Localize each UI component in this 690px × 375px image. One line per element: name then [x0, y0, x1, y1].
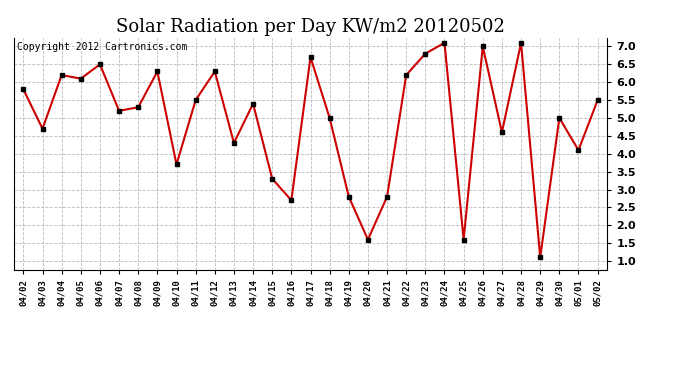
Title: Solar Radiation per Day KW/m2 20120502: Solar Radiation per Day KW/m2 20120502 — [116, 18, 505, 36]
Text: Copyright 2012 Cartronics.com: Copyright 2012 Cartronics.com — [17, 42, 187, 52]
